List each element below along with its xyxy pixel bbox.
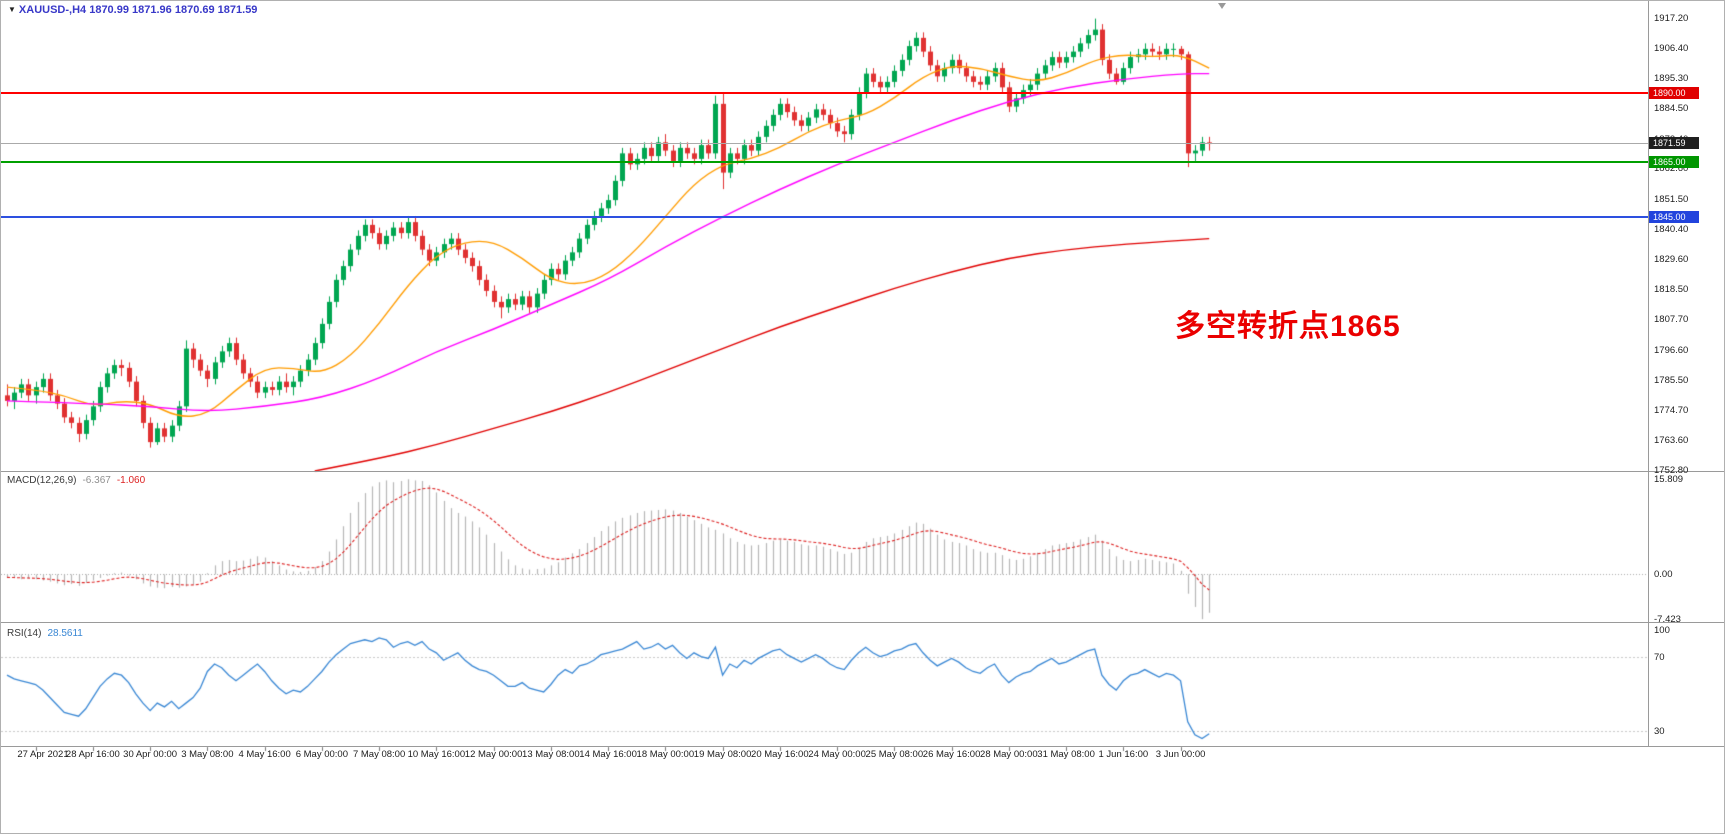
price-tag-1865.00: 1865.00 xyxy=(1649,156,1699,168)
time-axis-label: 7 May 08:00 xyxy=(352,749,406,760)
price-axis-label: 1763.60 xyxy=(1654,435,1689,447)
time-axis-label: 3 Jun 00:00 xyxy=(1155,749,1206,760)
time-axis-label: 27 Apr 2021 xyxy=(17,749,69,760)
rsi-axis-label: 30 xyxy=(1654,726,1665,738)
panel-splitter-rsi[interactable] xyxy=(1,622,1724,623)
time-axis-label: 19 May 08:00 xyxy=(693,749,752,760)
macd-axis-label: 15.809 xyxy=(1654,474,1684,486)
time-axis-border xyxy=(1,746,1724,747)
price-axis-label: 1851.50 xyxy=(1654,193,1689,205)
time-axis-label: 14 May 16:00 xyxy=(579,749,637,760)
time-axis-label: 10 May 16:00 xyxy=(407,749,466,760)
level-line-1871.59[interactable] xyxy=(1,143,1648,144)
panel-splitter-macd[interactable] xyxy=(1,471,1724,472)
time-axis-label: 13 May 08:00 xyxy=(522,749,580,760)
price-scale-border xyxy=(1648,1,1649,746)
rsi-title: RSI(14) xyxy=(7,628,42,639)
price-axis-label: 1906.40 xyxy=(1654,42,1689,54)
level-line-1890.00[interactable] xyxy=(1,92,1648,94)
macd-title: MACD(12,26,9) xyxy=(7,475,77,486)
price-axis-label: 1785.50 xyxy=(1654,375,1689,387)
time-axis-label: 24 May 00:00 xyxy=(808,749,866,760)
macd-axis-label: 0.00 xyxy=(1654,569,1673,581)
time-axis-label: 28 Apr 16:00 xyxy=(65,749,120,760)
time-axis-label: 28 May 00:00 xyxy=(980,749,1038,760)
price-axis-label: 1752.80 xyxy=(1654,465,1689,477)
price-axis-label: 1796.60 xyxy=(1654,344,1689,356)
rsi-value: 28.5611 xyxy=(47,628,83,639)
rsi-axis-label: 100 xyxy=(1654,625,1670,636)
macd-indicator-label: MACD(12,26,9) -6.367 -1.060 xyxy=(7,475,145,486)
price-axis-label: 1840.40 xyxy=(1654,224,1689,236)
chart-ohlc-title: ▼ XAUUSD-,H4 1870.99 1871.96 1870.69 1871… xyxy=(8,4,257,16)
price-scale[interactable]: 1917.201906.401895.301884.501873.401862.… xyxy=(1648,1,1724,746)
chart-shift-marker-icon[interactable] xyxy=(1218,3,1226,9)
time-axis-label: 6 May 00:00 xyxy=(295,749,348,760)
trend-note-annotation: 多空转折点1865 xyxy=(1175,310,1401,343)
time-axis-label: 30 Apr 00:00 xyxy=(123,749,178,760)
macd-axis-label: -7.423 xyxy=(1654,614,1681,626)
time-axis-label: 26 May 16:00 xyxy=(922,749,981,760)
time-axis-label: 3 May 08:00 xyxy=(181,749,234,760)
price-axis-label: 1884.50 xyxy=(1654,102,1689,114)
price-tag-1871.59: 1871.59 xyxy=(1649,137,1699,149)
time-scale[interactable]: 27 Apr 2021 28 Apr 16:00 30 Apr 00:00 3 May… xyxy=(1,747,1724,765)
macd-value-signal: -1.060 xyxy=(116,475,146,486)
time-axis-label: 4 May 16:00 xyxy=(238,749,291,760)
rsi-indicator-label: RSI(14) 28.5611 xyxy=(7,628,83,639)
price-axis-label: 1818.50 xyxy=(1654,284,1689,296)
time-axis-label: 12 May 00:00 xyxy=(464,749,523,760)
price-axis-label: 1895.30 xyxy=(1654,73,1689,85)
chart-ohlc-text: XAUUSD-,H4 1870.99 1871.96 1870.69 1871.… xyxy=(18,4,258,16)
rsi-axis-label: 70 xyxy=(1654,651,1665,663)
price-axis-label: 1917.20 xyxy=(1654,13,1689,25)
price-axis-label: 1807.70 xyxy=(1654,314,1689,326)
price-tag-1845.00: 1845.00 xyxy=(1649,211,1699,223)
price-axis-label: 1774.70 xyxy=(1654,404,1689,416)
price-tag-1890.00: 1890.00 xyxy=(1649,87,1699,99)
time-axis-label: 25 May 08:00 xyxy=(865,749,924,760)
macd-value-main: -6.367 xyxy=(82,475,111,486)
time-axis-label: 31 May 08:00 xyxy=(1037,749,1095,760)
symbol-marker-icon: ▼ xyxy=(8,5,16,14)
time-axis-label: 18 May 00:00 xyxy=(636,749,695,760)
level-lines-layer xyxy=(1,1,1724,746)
level-line-1845.00[interactable] xyxy=(1,216,1648,218)
price-axis-label: 1862.60 xyxy=(1654,163,1689,175)
price-axis-label: 1829.60 xyxy=(1654,253,1689,265)
level-line-1865.00[interactable] xyxy=(1,161,1648,163)
time-axis-label: 1 Jun 16:00 xyxy=(1098,749,1149,760)
time-axis-label: 20 May 16:00 xyxy=(751,749,809,760)
